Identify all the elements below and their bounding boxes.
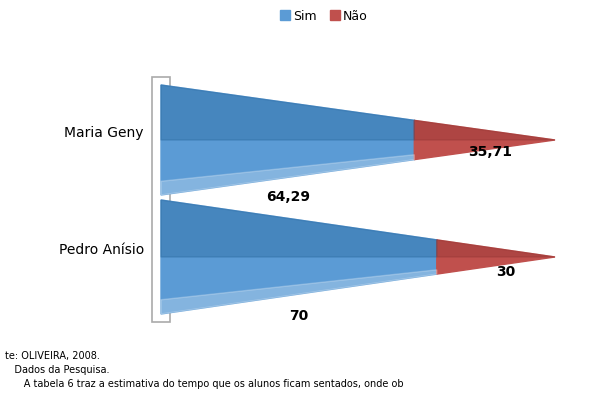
Bar [280,11,290,21]
Polygon shape [161,200,437,314]
Text: Pedro Anísio: Pedro Anísio [59,243,144,256]
Text: Sim: Sim [293,9,316,22]
Text: Maria Geny: Maria Geny [64,126,144,140]
Polygon shape [161,200,437,257]
Polygon shape [161,156,414,196]
Text: 35,71: 35,71 [467,145,512,158]
Text: A tabela 6 traz a estimativa do tempo que os alunos ficam sentados, onde ob: A tabela 6 traz a estimativa do tempo qu… [5,378,404,388]
Text: Não: Não [343,9,368,22]
Polygon shape [414,121,555,160]
Polygon shape [437,240,555,257]
Polygon shape [161,86,414,141]
Polygon shape [161,86,414,196]
Bar [330,11,340,21]
Polygon shape [437,240,555,275]
Polygon shape [414,121,555,141]
Text: 64,29: 64,29 [266,190,310,203]
Text: te: OLIVEIRA, 2008.: te: OLIVEIRA, 2008. [5,350,100,360]
Polygon shape [161,270,437,314]
Text: 70: 70 [290,308,309,322]
Text: Dados da Pesquisa.: Dados da Pesquisa. [5,364,109,374]
Text: 30: 30 [496,264,516,278]
